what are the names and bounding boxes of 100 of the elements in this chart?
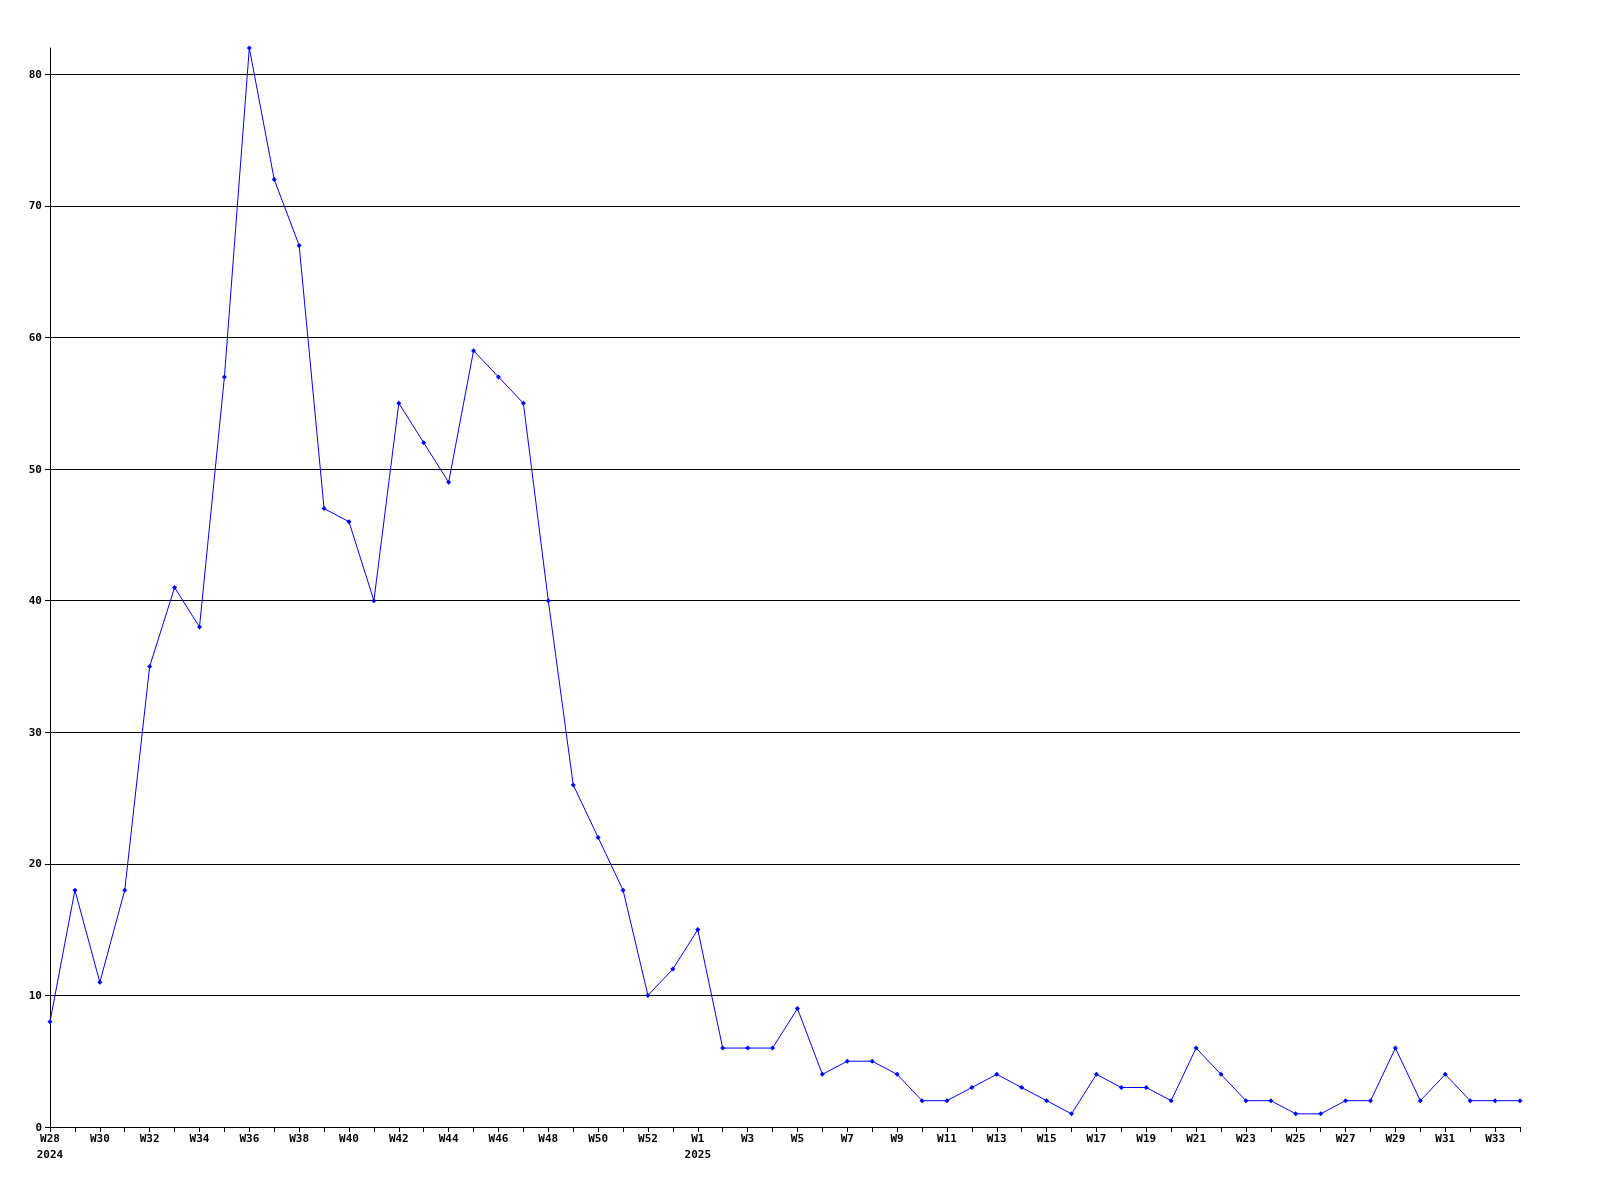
point	[645, 992, 651, 998]
x-tick-label: W9	[890, 1132, 904, 1145]
x-tick-label: W23	[1235, 1132, 1256, 1145]
y-tick-label: 10	[28, 988, 42, 1002]
y-tick-label: 0	[35, 1120, 42, 1134]
point	[520, 400, 526, 406]
point	[1417, 1098, 1423, 1104]
point	[172, 585, 178, 590]
x-tick-label: W31	[1435, 1132, 1456, 1145]
y-tick-label: 50	[28, 462, 42, 476]
x-tick-label: W11	[937, 1132, 958, 1145]
point	[894, 1071, 900, 1077]
point	[221, 374, 227, 380]
point	[670, 966, 676, 972]
point	[595, 835, 601, 841]
point	[296, 242, 302, 248]
point	[1143, 1085, 1149, 1091]
point	[271, 177, 277, 183]
point	[1069, 1111, 1075, 1117]
point	[720, 1045, 726, 1051]
x-tick-label: W7	[840, 1132, 854, 1145]
x-tick-label: W36	[239, 1132, 260, 1145]
x-tick-label: W42	[388, 1132, 409, 1145]
x-tick-label: W46	[488, 1132, 509, 1145]
point	[745, 1045, 751, 1051]
point	[321, 506, 327, 512]
text: 2025	[684, 1148, 712, 1161]
x-tick-label: W5	[790, 1132, 805, 1145]
x-tick-label: W29	[1385, 1132, 1406, 1145]
point	[421, 440, 427, 446]
point	[1517, 1098, 1523, 1104]
x-tick-label: W27	[1335, 1132, 1356, 1145]
x-tick-label: W3	[741, 1132, 755, 1145]
point	[446, 479, 452, 485]
x-tick-label: W13	[986, 1132, 1007, 1145]
point	[1492, 1098, 1498, 1104]
x-tick-label: W48	[538, 1132, 559, 1145]
x-tick-label: W30	[89, 1132, 110, 1145]
point	[1118, 1085, 1124, 1091]
x-tick-label: W38	[289, 1132, 310, 1145]
point	[570, 782, 576, 788]
point	[1193, 1045, 1199, 1051]
point	[1343, 1098, 1349, 1104]
y-tick-label: 70	[28, 199, 42, 213]
point	[72, 887, 78, 893]
point	[1318, 1111, 1324, 1117]
point	[246, 45, 252, 51]
x-tick-label: W19	[1136, 1132, 1157, 1145]
point	[1368, 1098, 1374, 1104]
point	[994, 1071, 1000, 1077]
point	[869, 1058, 875, 1064]
point	[47, 1019, 53, 1025]
point	[969, 1085, 975, 1091]
y-tick-label: 30	[28, 725, 42, 739]
x-tick-label: W52	[638, 1132, 658, 1145]
x-tick-label: W33	[1485, 1132, 1506, 1145]
point	[1218, 1071, 1224, 1077]
point	[620, 887, 626, 893]
point	[97, 979, 103, 985]
y-tick-label: 40	[28, 594, 42, 608]
point	[1293, 1111, 1299, 1117]
point	[471, 348, 477, 354]
text: 2024	[36, 1148, 64, 1161]
point	[147, 663, 153, 669]
x-tick-label: W50	[588, 1132, 609, 1145]
point	[1044, 1098, 1050, 1104]
x-tick-label: W1	[691, 1132, 705, 1145]
point	[944, 1098, 950, 1104]
y-tick-label: 60	[28, 330, 42, 344]
x-tick-label: W25	[1285, 1132, 1306, 1145]
point	[1392, 1045, 1398, 1051]
point	[1268, 1098, 1274, 1104]
point	[196, 624, 202, 630]
point	[844, 1058, 850, 1064]
point	[695, 927, 701, 933]
point	[1467, 1098, 1473, 1104]
point	[1442, 1071, 1448, 1077]
point	[495, 374, 501, 380]
point	[122, 887, 128, 893]
point	[371, 598, 377, 604]
x-tick-label: W21	[1186, 1132, 1207, 1145]
point	[346, 519, 352, 525]
point	[1093, 1071, 1099, 1077]
x-tick-label: W44	[438, 1132, 459, 1145]
point	[819, 1071, 825, 1077]
x-tick-label: W15	[1036, 1132, 1057, 1145]
y-tick-label: 20	[28, 857, 42, 871]
x-tick-label: W34	[189, 1132, 210, 1145]
y-tick-label: 80	[28, 67, 42, 81]
point	[919, 1098, 925, 1104]
x-tick-label: W28	[40, 1132, 60, 1145]
x-tick-label: W17	[1086, 1132, 1107, 1145]
point	[545, 598, 551, 604]
point	[1168, 1098, 1174, 1104]
x-tick-label: W40	[339, 1132, 359, 1145]
point	[1243, 1098, 1249, 1104]
point	[396, 400, 402, 406]
x-tick-label: W32	[139, 1132, 160, 1145]
point	[1019, 1085, 1025, 1091]
point	[770, 1045, 776, 1051]
